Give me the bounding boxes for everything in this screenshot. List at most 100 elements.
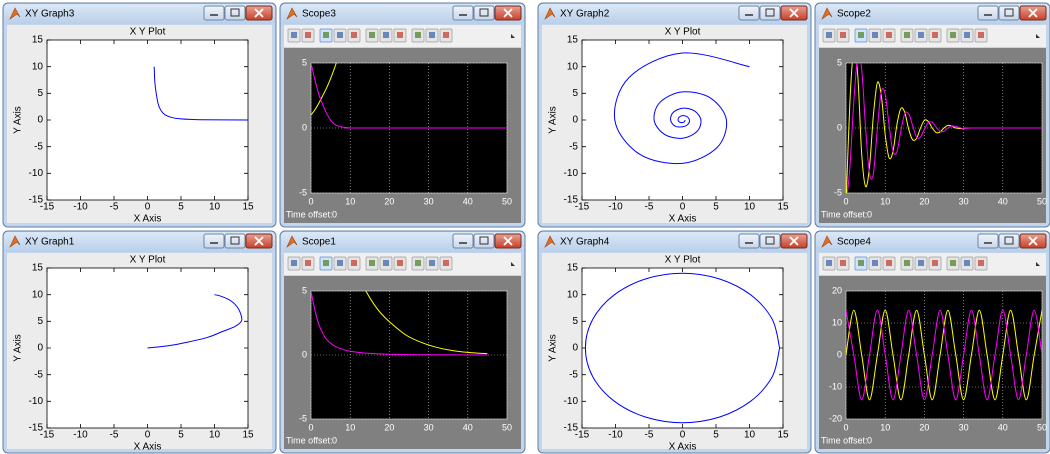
- y-tick-label: -5: [569, 369, 578, 380]
- restore-axes-glyph: [932, 32, 938, 38]
- plot-title: X Y Plot: [665, 27, 701, 38]
- x-axis-label: X Axis: [134, 442, 162, 453]
- x-tick-label: -5: [110, 202, 119, 213]
- maximize-button[interactable]: [999, 6, 1019, 20]
- float-glyph: [415, 32, 421, 38]
- lock-glyph: [964, 32, 970, 38]
- window: Scope101020304050-505Time offset:0: [280, 231, 525, 453]
- maximize-button[interactable]: [225, 6, 245, 20]
- x-axis-label: X Axis: [669, 214, 697, 225]
- y-tick-label: -5: [299, 413, 307, 423]
- y-tick-label: 10: [832, 317, 842, 327]
- y-tick-label: -5: [34, 141, 43, 152]
- time-offset-label: Time offset:: [286, 209, 333, 219]
- zoom-glyph: [858, 32, 864, 38]
- maximize-button[interactable]: [474, 234, 494, 248]
- y-tick-label: 15: [567, 35, 579, 46]
- print-glyph: [826, 260, 832, 266]
- y-tick-label: 0: [837, 122, 842, 132]
- zoom-glyph: [323, 32, 329, 38]
- float-glyph: [950, 260, 956, 266]
- window-title: Scope4: [837, 237, 871, 248]
- scope-axes: [846, 291, 1042, 419]
- y-tick-label: 0: [837, 349, 842, 359]
- x-tick-label: 50: [1037, 196, 1047, 206]
- params-glyph: [840, 32, 846, 38]
- y-axis-label: Y Axis: [13, 106, 24, 134]
- x-tick-label: 30: [424, 196, 434, 206]
- y-axis-label: Y Axis: [548, 334, 559, 362]
- y-tick-label: 20: [832, 285, 842, 295]
- maximize-button[interactable]: [474, 6, 494, 20]
- y-tick-label: 15: [32, 35, 44, 46]
- y-tick-label: 5: [302, 57, 307, 67]
- window-title: XY Graph1: [25, 237, 75, 248]
- x-tick-label: 10: [744, 430, 756, 441]
- minimize-button[interactable]: [204, 234, 224, 248]
- page: Simulink XY Graphs and Scopes {"windows"…: [0, 0, 1050, 454]
- x-tick-label: 10: [209, 202, 221, 213]
- y-tick-label: -15: [29, 423, 44, 434]
- autoscale-glyph: [904, 260, 910, 266]
- x-tick-label: 20: [384, 422, 394, 432]
- x-tick-label: 15: [242, 430, 254, 441]
- restore-axes-glyph: [397, 32, 403, 38]
- x-tick-label: 10: [345, 422, 355, 432]
- minimize-button[interactable]: [739, 6, 759, 20]
- y-tick-label: 5: [572, 88, 578, 99]
- y-tick-label: -10: [29, 168, 44, 179]
- y-tick-label: -10: [564, 396, 579, 407]
- y-tick-label: 0: [572, 343, 578, 354]
- save-axes-glyph: [918, 32, 924, 38]
- y-tick-label: 15: [567, 263, 579, 274]
- y-axis-label: Y Axis: [13, 334, 24, 362]
- x-tick-label: 10: [744, 202, 756, 213]
- page-body: XY Graph3X Y PlotX AxisY Axis-15-10-5051…: [0, 0, 1050, 454]
- window-title: XY Graph2: [560, 9, 610, 20]
- x-tick-label: 15: [777, 430, 789, 441]
- y-tick-label: -10: [564, 168, 579, 179]
- maximize-button[interactable]: [225, 234, 245, 248]
- plot-title: X Y Plot: [130, 27, 166, 38]
- params-glyph: [305, 32, 311, 38]
- minimize-button[interactable]: [453, 6, 473, 20]
- zoom-glyph: [858, 260, 864, 266]
- x-tick-label: 5: [178, 430, 184, 441]
- x-tick-label: 0: [680, 202, 686, 213]
- x-tick-label: -5: [645, 430, 654, 441]
- y-tick-label: -15: [564, 195, 579, 206]
- x-tick-label: 10: [880, 422, 890, 432]
- params-glyph: [840, 260, 846, 266]
- x-tick-label: 0: [145, 430, 151, 441]
- maximize-button[interactable]: [760, 6, 780, 20]
- window: Scope301020304050-505Time offset:0: [280, 3, 525, 227]
- signal-select-glyph: [978, 32, 984, 38]
- minimize-button[interactable]: [204, 6, 224, 20]
- x-tick-label: 40: [998, 196, 1008, 206]
- y-tick-label: -5: [299, 187, 307, 197]
- x-tick-label: 30: [424, 422, 434, 432]
- minimize-button[interactable]: [739, 234, 759, 248]
- zoom-y-glyph: [886, 260, 892, 266]
- x-tick-label: -5: [110, 430, 119, 441]
- x-axis-label: X Axis: [669, 442, 697, 453]
- lock-glyph: [429, 32, 435, 38]
- minimize-button[interactable]: [453, 234, 473, 248]
- maximize-button[interactable]: [760, 234, 780, 248]
- x-tick-label: 0: [145, 202, 151, 213]
- y-tick-label: -15: [564, 423, 579, 434]
- restore-axes-glyph: [397, 260, 403, 266]
- x-tick-label: 30: [959, 422, 969, 432]
- x-tick-label: 10: [209, 430, 221, 441]
- x-tick-label: -10: [73, 430, 88, 441]
- maximize-button[interactable]: [999, 234, 1019, 248]
- minimize-button[interactable]: [978, 234, 998, 248]
- x-tick-label: 40: [463, 422, 473, 432]
- print-glyph: [826, 32, 832, 38]
- minimize-button[interactable]: [978, 6, 998, 20]
- y-tick-label: -15: [29, 195, 44, 206]
- x-tick-label: 50: [502, 196, 512, 206]
- plot-area: [582, 268, 783, 428]
